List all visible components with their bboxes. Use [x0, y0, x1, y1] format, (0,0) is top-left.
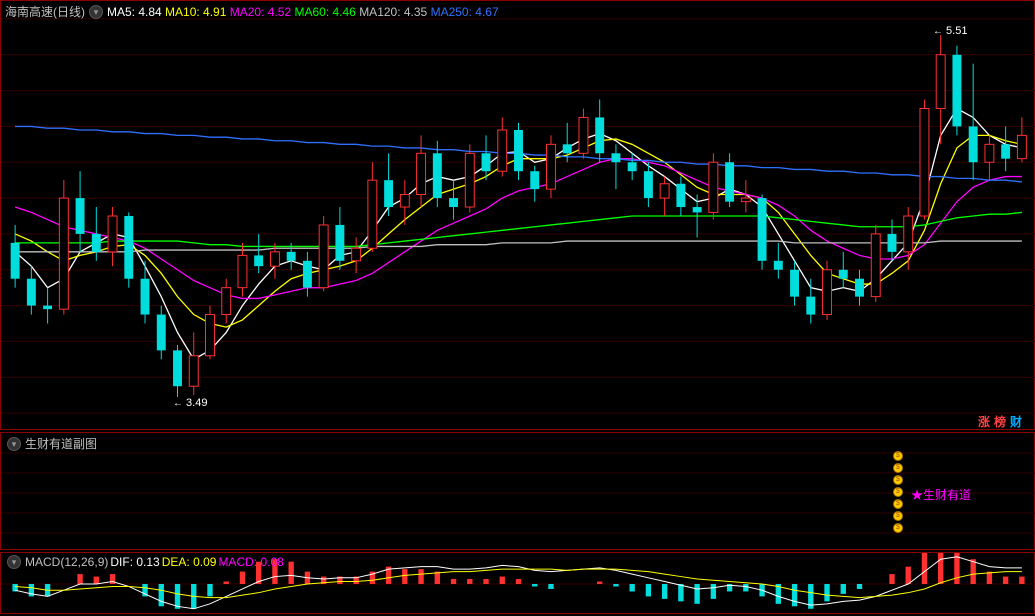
badge[interactable]: 财 [1010, 413, 1022, 430]
macd-label: DIF: 0.13 [110, 555, 159, 569]
stock-title: 海南高速(日线) [5, 3, 85, 20]
dropdown-icon[interactable]: ▾ [89, 5, 103, 19]
macd-label: MACD(12,26,9) [25, 555, 108, 569]
ma-label: MA250: 4.67 [431, 5, 499, 19]
badge[interactable]: 榜 [994, 413, 1006, 430]
coin-column: $$$$$$$ [893, 451, 903, 535]
macd-label: DEA: 0.09 [162, 555, 217, 569]
ma-label: MA5: 4.84 [107, 5, 165, 19]
ma-label: MA20: 4.52 [230, 5, 295, 19]
star-label: ★生财有道 [911, 486, 971, 503]
main-header: 海南高速(日线) ▾ MA5: 4.84 MA10: 4.91 MA20: 4.… [5, 3, 499, 20]
sub-indicator-panel[interactable]: ▾ 生财有道副图 $$$$$$$ ★生财有道 [0, 432, 1035, 550]
sub-title: 生财有道副图 [25, 435, 97, 452]
main-chart-panel[interactable]: 海南高速(日线) ▾ MA5: 4.84 MA10: 4.91 MA20: 4.… [0, 0, 1035, 430]
ma-label: MA10: 4.91 [165, 5, 230, 19]
ma-label: MA120: 4.35 [359, 5, 430, 19]
sub-header: ▾ 生财有道副图 [5, 435, 97, 452]
candlestick-chart[interactable] [1, 1, 1035, 431]
high-annotation: ← 5.51 [933, 25, 967, 37]
low-annotation: ← 3.49 [173, 397, 207, 409]
sub-chart [1, 433, 1035, 551]
dropdown-icon[interactable]: ▾ [7, 555, 21, 569]
macd-panel[interactable]: ▾ MACD(12,26,9) DIF: 0.13 DEA: 0.09 MACD… [0, 552, 1035, 614]
badge-row: 涨榜财 [978, 413, 1022, 430]
dropdown-icon[interactable]: ▾ [7, 437, 21, 451]
ma-label: MA60: 4.46 [294, 5, 359, 19]
badge[interactable]: 涨 [978, 413, 990, 430]
ma-labels-container: MA5: 4.84 MA10: 4.91 MA20: 4.52 MA60: 4.… [107, 5, 499, 19]
macd-header: ▾ MACD(12,26,9) DIF: 0.13 DEA: 0.09 MACD… [5, 555, 284, 569]
macd-label: MACD: 0.08 [218, 555, 283, 569]
